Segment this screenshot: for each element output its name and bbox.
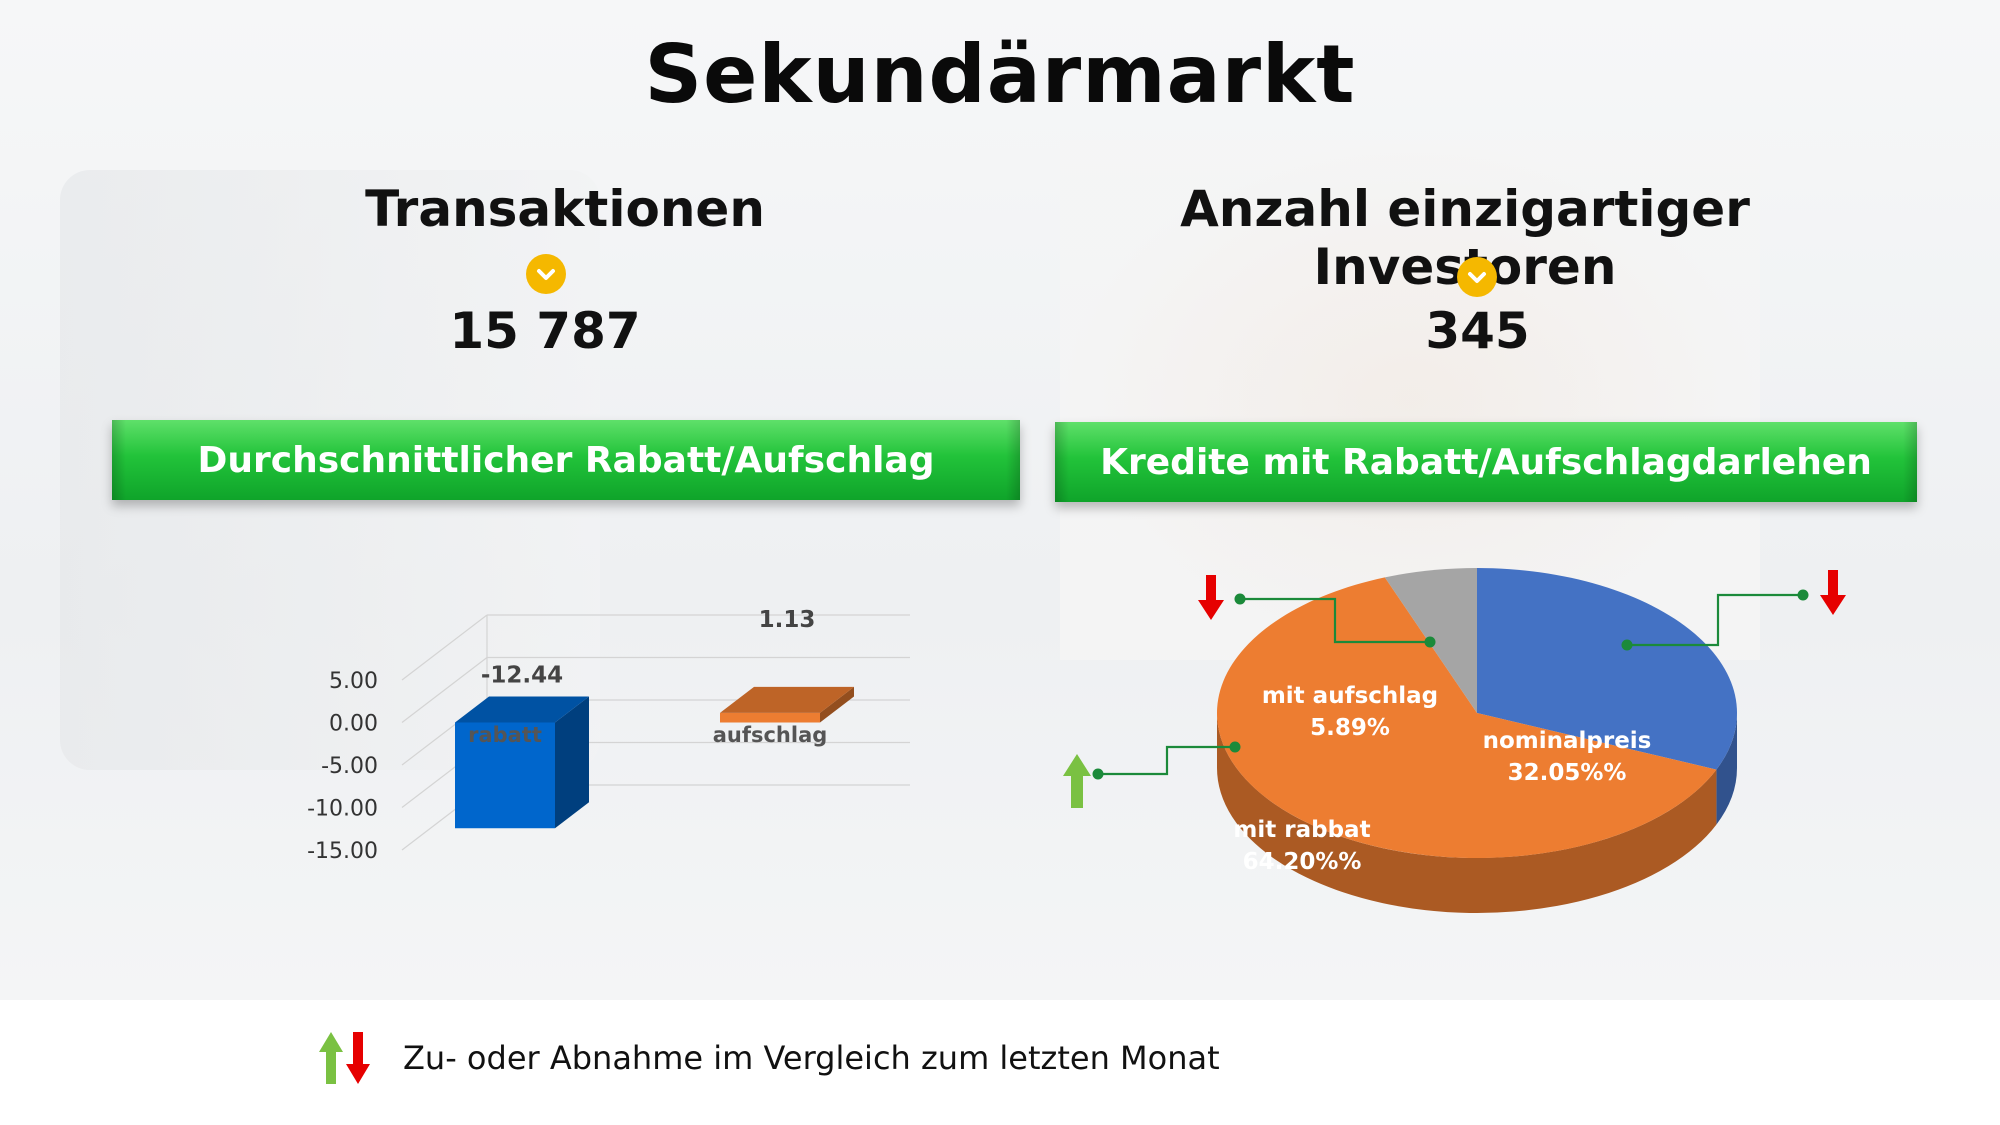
data-label: -12.44 xyxy=(481,663,563,689)
category-label: rabatt xyxy=(468,723,542,747)
bar-chart: 5.00 0.00 -5.00 -10.00 -15.00 -12.44 rabatt 1.1… xyxy=(307,607,910,864)
y-tick-label: -10.00 xyxy=(307,797,378,822)
bar-rabatt xyxy=(455,696,589,829)
kpi-label-transactions: Transaktionen xyxy=(365,180,765,238)
connector-dot xyxy=(1621,639,1633,651)
pie-side-nominalpreis xyxy=(1716,713,1737,825)
slice-label: mit rabbat xyxy=(1233,817,1370,843)
connector-dot xyxy=(1424,636,1436,648)
y-tick-label: -5.00 xyxy=(321,754,378,779)
kpi-value-transactions: 15 787 xyxy=(449,302,641,360)
bar-top xyxy=(720,686,854,713)
slice-value-label: 64.20%% xyxy=(1243,849,1362,875)
slice-label: mit aufschlag xyxy=(1262,683,1438,709)
bar-front xyxy=(720,712,820,723)
category-label: aufschlag xyxy=(713,723,828,747)
connector-dot xyxy=(1797,589,1809,601)
y-tick-label: 0.00 xyxy=(329,712,378,737)
gridline xyxy=(401,657,488,723)
pie-slice-nominalpreis xyxy=(1477,568,1737,770)
data-label: 1.13 xyxy=(759,607,816,633)
banner-label: Kredite mit Rabatt/Aufschlagdarlehen xyxy=(1100,441,1872,483)
y-tick-label: -15.00 xyxy=(307,839,378,864)
chevron-down-icon xyxy=(1457,257,1497,297)
banner-label: Durchschnittlicher Rabatt/Aufschlag xyxy=(197,439,935,481)
bar-aufschlag xyxy=(720,686,854,723)
up-down-arrows-icon xyxy=(319,1032,370,1084)
bar-side xyxy=(820,686,854,723)
slice-label: nominalpreis xyxy=(1483,728,1652,754)
slice-value-label: 32.05%% xyxy=(1508,760,1627,786)
chevron-down-icon xyxy=(526,254,566,294)
legend-text: Zu- oder Abnahme im Vergleich zum letzte… xyxy=(403,1039,1220,1077)
connector-dot xyxy=(1234,593,1246,605)
bar-front xyxy=(455,722,555,829)
connector-line xyxy=(1627,593,1803,647)
up-arrow-icon xyxy=(1063,754,1091,808)
slice-value-label: 5.89% xyxy=(1310,715,1390,741)
kpi-value-investors: 345 xyxy=(1425,302,1530,360)
y-tick-label: 5.00 xyxy=(329,669,378,694)
connector-line xyxy=(1098,745,1235,776)
pie-chart: nominalpreis 32.05%% mit rabbat 64.20%% mit … xyxy=(1063,568,1846,913)
gridline xyxy=(401,614,488,681)
connector-dot xyxy=(1229,741,1241,753)
bar-top xyxy=(455,696,589,723)
banner-average-discount: Durchschnittlicher Rabatt/Aufschlag xyxy=(112,420,1020,500)
connector-line xyxy=(1240,597,1430,644)
connector-dot xyxy=(1092,768,1104,780)
legend: Zu- oder Abnahme im Vergleich zum letzte… xyxy=(315,1030,1220,1086)
banner-loans-discount: Kredite mit Rabatt/Aufschlagdarlehen xyxy=(1055,422,1917,502)
down-arrow-icon xyxy=(1820,570,1846,615)
pie-side-mit-rabbat xyxy=(1217,713,1717,913)
bar-side xyxy=(555,696,589,829)
pie-slice-mit-rabbat xyxy=(1217,577,1717,858)
page-title: Sekundärmarkt xyxy=(644,28,1356,121)
down-arrow-icon xyxy=(1198,575,1224,620)
